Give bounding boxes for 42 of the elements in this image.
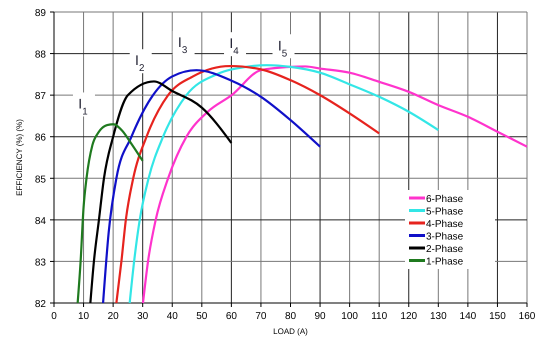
x-tick-label: 30 bbox=[137, 311, 149, 322]
x-tick-label: 90 bbox=[314, 311, 326, 322]
x-tick-label: 40 bbox=[166, 311, 178, 322]
y-axis-title: EFFICIENCY (%) (%) bbox=[15, 118, 24, 196]
y-tick-label: 82 bbox=[34, 299, 46, 310]
x-tick-label: 50 bbox=[196, 311, 208, 322]
legend-label: 2-Phase bbox=[426, 244, 464, 255]
x-tick-label: 130 bbox=[430, 311, 448, 322]
y-tick-label: 86 bbox=[34, 132, 46, 144]
legend-label: 5-Phase bbox=[426, 206, 464, 218]
x-tick-label: 10 bbox=[78, 311, 90, 322]
x-tick-label: 110 bbox=[371, 311, 388, 322]
x-tick-label: 70 bbox=[255, 311, 267, 322]
x-tick-label: 150 bbox=[489, 311, 506, 322]
y-tick-label: 88 bbox=[34, 50, 46, 61]
x-tick-label: 0 bbox=[51, 311, 58, 322]
legend-label: 6-Phase bbox=[426, 194, 464, 205]
x-tick-label: 80 bbox=[284, 311, 296, 322]
x-tick-label: 60 bbox=[226, 311, 238, 322]
x-tick-label: 100 bbox=[341, 311, 358, 322]
x-tick-label: 140 bbox=[460, 311, 477, 322]
y-tick-label: 85 bbox=[34, 174, 46, 186]
annotation: I$_{1}$ bbox=[78, 95, 88, 117]
annotation: I$_{5}$ bbox=[278, 37, 288, 59]
y-tick-label: 87 bbox=[34, 91, 46, 102]
y-tick-label: 89 bbox=[34, 8, 46, 19]
x-tick-label: 20 bbox=[108, 311, 120, 322]
legend-label: 4-Phase bbox=[426, 219, 464, 230]
y-tick-label: 84 bbox=[34, 216, 46, 227]
x-axis-title: LOAD (A) bbox=[273, 327, 308, 336]
annotation: I$_{3}$ bbox=[178, 34, 188, 56]
annotation: I$_{4}$ bbox=[229, 35, 240, 57]
line-series bbox=[115, 64, 380, 304]
line-series bbox=[76, 123, 144, 304]
x-tick-label: 160 bbox=[518, 311, 536, 322]
y-tick-label: 83 bbox=[34, 257, 46, 268]
line-series bbox=[102, 69, 322, 304]
legend-label: 1-Phase bbox=[426, 256, 464, 268]
annotation: I$_{2}$ bbox=[135, 52, 144, 74]
line-series bbox=[142, 65, 528, 304]
legend-label: 3-Phase bbox=[426, 232, 464, 242]
x-tick-label: 120 bbox=[400, 311, 418, 322]
